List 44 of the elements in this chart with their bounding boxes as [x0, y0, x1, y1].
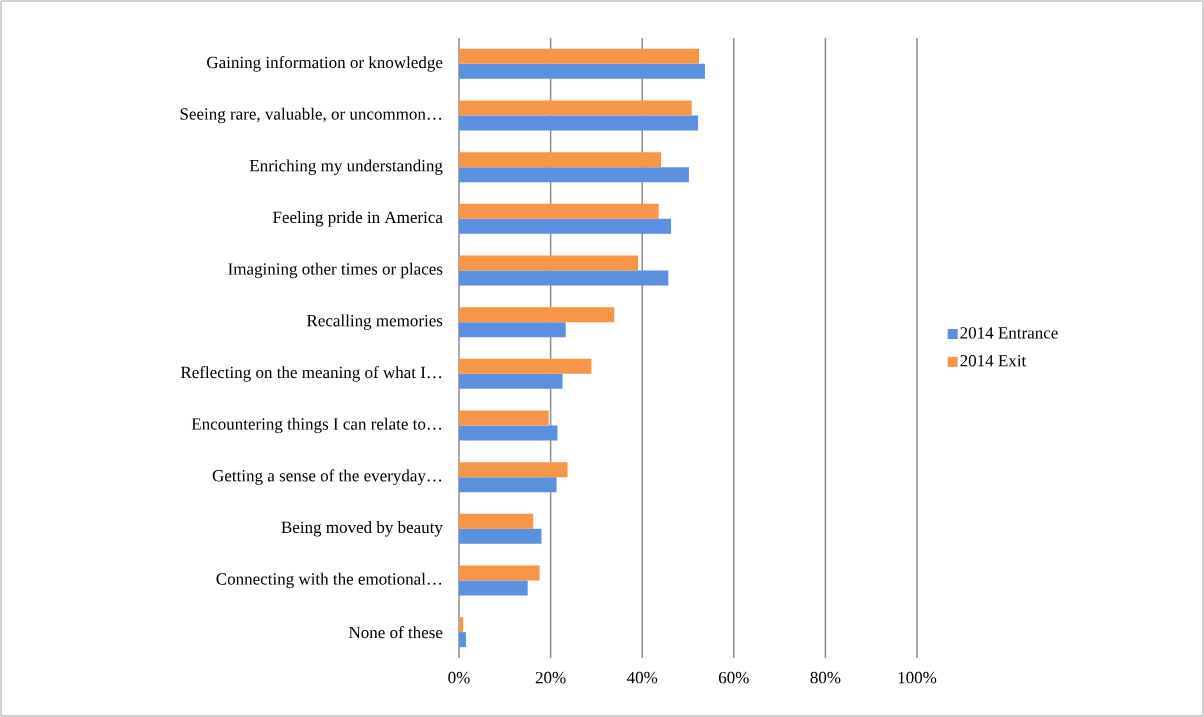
- bar: [459, 307, 615, 323]
- bar: [459, 632, 466, 648]
- bar: [459, 528, 542, 544]
- y-tick-label: Reflecting on the meaning of what I…: [180, 366, 442, 382]
- bar: [459, 203, 659, 219]
- y-tick-label: Connecting with the emotional…: [216, 572, 442, 589]
- y-tick-label: Getting a sense of the everyday…: [212, 469, 442, 485]
- legend-label: 2014 Exit: [960, 354, 1027, 367]
- y-tick-label: Imagining other times or places: [228, 262, 443, 279]
- y-tick-label: Gaining information or knowledge: [207, 56, 443, 72]
- x-tick-label: 100%: [898, 671, 937, 684]
- bar: [459, 48, 699, 64]
- bar: [459, 152, 661, 168]
- x-tick-label: 20%: [535, 671, 566, 684]
- bar: [459, 477, 557, 493]
- legend-label: 2014 Entrance: [960, 327, 1058, 339]
- bar: [459, 513, 534, 529]
- bar: [459, 115, 699, 131]
- bar: [459, 373, 563, 389]
- y-tick-label: Recalling memories: [306, 314, 443, 330]
- y-tick-label: Encountering things I can relate to…: [191, 417, 442, 434]
- bar: [459, 322, 566, 338]
- bar: [459, 565, 540, 581]
- y-tick-label: Being moved by beauty: [281, 521, 443, 537]
- x-tick-label: 40%: [626, 671, 658, 684]
- bar: [459, 358, 592, 374]
- x-tick-label: 80%: [810, 671, 841, 684]
- bar: [459, 410, 549, 426]
- y-tick-label: None of these: [348, 626, 443, 639]
- y-tick-label: Seeing rare, valuable, or uncommon…: [180, 107, 442, 124]
- x-tick-label: 0%: [448, 671, 470, 684]
- y-tick-label: Feeling pride in America: [272, 211, 443, 227]
- bar: [459, 617, 464, 633]
- bar: [459, 63, 705, 79]
- y-tick-label: Enriching my understanding: [249, 159, 443, 175]
- bar: [459, 167, 689, 183]
- bar: [459, 580, 528, 596]
- bar: [459, 218, 672, 234]
- bar: [459, 462, 568, 478]
- bar: [459, 270, 669, 286]
- bar: [459, 100, 692, 116]
- bar: [459, 255, 639, 271]
- bar: [459, 425, 558, 441]
- x-tick-label: 60%: [718, 671, 749, 684]
